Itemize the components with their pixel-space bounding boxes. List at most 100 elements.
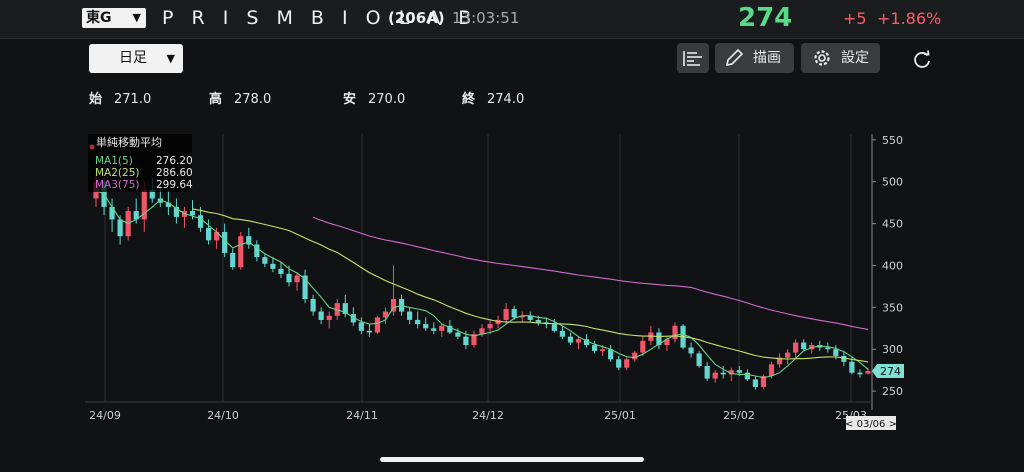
y-tick-label: 500 [882, 176, 903, 189]
candle-body [487, 324, 493, 329]
y-tick-label: 350 [882, 301, 903, 314]
candle-body [173, 206, 180, 217]
x-tick-label: 24/11 [346, 409, 378, 422]
candle-body [664, 339, 670, 346]
y-tick-label: 250 [882, 385, 903, 398]
candle-body [833, 349, 839, 356]
close-label: 終 [462, 92, 476, 107]
candle-body [109, 206, 115, 220]
candle-body [551, 324, 557, 331]
current-price: 274 [738, 3, 793, 33]
legend-item-label: MA1(5) [95, 155, 133, 167]
close-number: 274.0 [487, 92, 525, 107]
candle-body [286, 273, 292, 283]
stock-code: (206A) [388, 9, 445, 27]
legend-item-label: MA3(75) [95, 179, 139, 191]
candle-body [294, 275, 300, 283]
candle-body [656, 332, 662, 346]
candle-body [382, 311, 389, 318]
settings-button[interactable]: 設定 [801, 43, 880, 73]
candle-body [262, 257, 268, 264]
candle-body [511, 309, 517, 318]
low-label: 安 [343, 92, 357, 107]
period-selector[interactable]: 日足 ▼ [89, 44, 183, 73]
y-tick-label: 300 [882, 343, 903, 356]
candle-body [270, 263, 276, 269]
candle-body [447, 325, 453, 333]
candle-body [342, 303, 348, 315]
candle-body [246, 236, 252, 245]
open-label: 始 [89, 92, 103, 107]
candle-body [728, 370, 734, 375]
stock-name: P R I S M B I O L A B [162, 7, 478, 29]
legend-item-label: MA2(25) [95, 167, 139, 179]
candle-body [390, 298, 397, 312]
candle-body [415, 319, 421, 325]
candle-body [648, 332, 654, 341]
candle-body [214, 231, 220, 241]
price-change-percent: +1.86% [877, 9, 942, 28]
legend-item-value: 299.64 [156, 179, 193, 191]
chevron-down-icon: ▼ [132, 11, 141, 24]
x-tick-label: 25/02 [723, 409, 755, 422]
candle-body [310, 298, 316, 312]
refresh-icon[interactable] [912, 50, 932, 70]
candle-body [439, 325, 445, 331]
candle-body [455, 332, 461, 337]
gear-icon [814, 50, 830, 66]
quote-time: 13:03:51 [452, 9, 520, 27]
candle-body [760, 376, 767, 387]
candle-body [238, 236, 244, 268]
candle-body [849, 361, 855, 373]
close-value: 終 274.0 [462, 88, 524, 107]
candle-body [704, 365, 710, 379]
candle-body [591, 345, 598, 351]
candle-body [519, 315, 525, 318]
price-chart[interactable]: 550 500 450 400 350 300 250 24/09 24/10 24/11 24/1… [0, 126, 1024, 436]
x-tick-label: 24/12 [472, 409, 504, 422]
candle-body [350, 314, 356, 323]
y-tick-label: 400 [882, 259, 903, 272]
open-number: 271.0 [114, 92, 152, 107]
candle-body [197, 215, 204, 228]
candle-body [752, 379, 759, 387]
legend-item-value: 276.20 [156, 155, 193, 167]
candle-body [205, 227, 212, 241]
legend-background [88, 134, 192, 192]
date-tag-label: < 03/06 > [845, 419, 897, 430]
candle-body [784, 352, 791, 358]
ma3-line [312, 216, 869, 330]
candle-body [712, 372, 718, 379]
market-label: 東G [86, 10, 112, 26]
x-tick-label: 25/01 [604, 409, 636, 422]
candle-body [527, 315, 533, 320]
high-number: 278.0 [234, 92, 272, 107]
candle-body [374, 317, 381, 333]
x-tick-label: 24/10 [207, 409, 239, 422]
low-value: 安 270.0 [343, 88, 405, 107]
candle-body [133, 211, 139, 220]
candle-body [423, 324, 429, 329]
draw-button[interactable]: 描画 [715, 43, 794, 73]
candle-body [471, 334, 477, 346]
candle-body [857, 372, 863, 375]
ma1-line [95, 189, 869, 379]
top-bar: 東G ▼ P R I S M B I O L A B (206A) 13:03:… [0, 0, 1024, 39]
candle-body [720, 372, 726, 375]
candle-body [865, 371, 871, 374]
chevron-down-icon: ▼ [166, 52, 175, 65]
indicator-list-button[interactable] [677, 43, 709, 73]
candle-body [768, 364, 775, 377]
candle-body [567, 336, 574, 343]
candle-body [744, 372, 750, 380]
candle-body [318, 311, 324, 320]
candle-body [616, 359, 622, 368]
low-number: 270.0 [368, 92, 406, 107]
candle-body [222, 231, 228, 253]
candle-body [736, 370, 742, 373]
home-indicator [380, 457, 644, 462]
candle-body [189, 211, 196, 216]
market-selector[interactable]: 東G ▼ [82, 8, 146, 28]
candle-body [358, 322, 364, 331]
candle-body [608, 349, 614, 360]
